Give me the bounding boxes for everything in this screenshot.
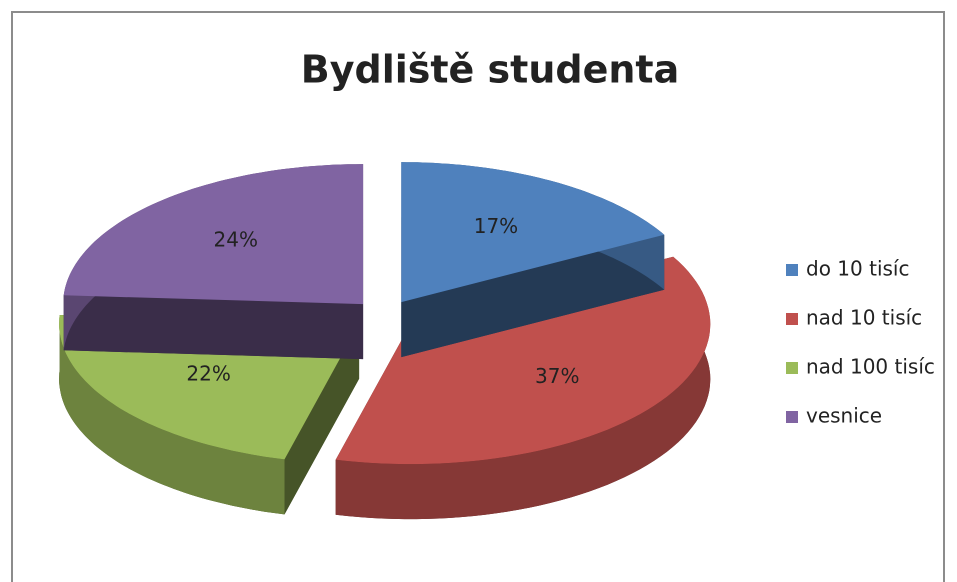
legend-swatch (786, 313, 798, 325)
slice-wall (401, 234, 665, 358)
slice-top (335, 256, 711, 465)
slice-rim (59, 315, 285, 515)
legend-swatch (786, 411, 798, 423)
legend-label: nad 100 tisíc (806, 355, 935, 379)
legend-label: nad 10 tisíc (806, 306, 922, 330)
data-label: 37% (535, 364, 579, 388)
slice-wall (63, 295, 364, 360)
data-label: 22% (186, 361, 230, 385)
slice-top (63, 164, 364, 305)
chart-title: Bydliště studenta (301, 48, 679, 92)
pie-slice (63, 164, 364, 360)
data-label: 24% (214, 227, 258, 251)
pie-slice (401, 162, 665, 358)
slice-rim (335, 256, 711, 520)
slice-top (401, 162, 665, 303)
legend-swatch (786, 362, 798, 374)
legend-swatch (786, 264, 798, 276)
data-label: 17% (474, 214, 518, 238)
legend-label: vesnice (806, 404, 882, 428)
legend-label: do 10 tisíc (806, 257, 909, 281)
